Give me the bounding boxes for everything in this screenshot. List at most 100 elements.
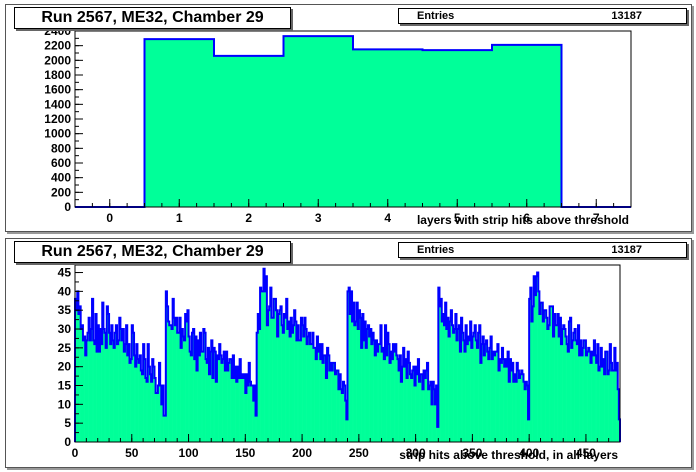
histogram-bin	[386, 355, 388, 442]
histogram-bin	[350, 291, 353, 442]
histogram-bin	[467, 336, 470, 442]
histogram-bin	[98, 351, 101, 442]
histogram-bin	[447, 317, 449, 442]
histogram-bin	[582, 347, 584, 442]
histogram-bin	[565, 336, 567, 442]
histogram-bin	[492, 44, 562, 207]
histogram-bin	[422, 389, 424, 442]
histogram-bin	[210, 351, 212, 442]
histogram-bin	[482, 336, 485, 442]
histogram-bin	[177, 332, 179, 442]
stats-box: Entries 13187	[398, 8, 687, 24]
histogram-bin	[411, 377, 413, 442]
histogram-bin	[497, 344, 499, 442]
histogram-bin	[89, 340, 92, 442]
histogram-bin	[584, 340, 587, 442]
histogram-bin	[312, 332, 314, 442]
histogram-bin	[348, 287, 351, 442]
histogram-bin	[335, 374, 337, 442]
histogram-bin	[501, 347, 504, 442]
histogram-bin	[513, 381, 515, 442]
histogram-bin	[118, 340, 120, 442]
histogram-bin	[580, 340, 582, 442]
histogram-bin	[412, 370, 414, 442]
histogram-bin	[426, 362, 429, 442]
histogram-bin	[174, 325, 177, 442]
histogram-bin	[553, 336, 555, 442]
histogram-bin	[244, 374, 246, 442]
histogram-bin	[106, 306, 109, 442]
histogram-bin	[562, 329, 564, 442]
histogram-bin	[503, 359, 505, 442]
histogram-bin	[364, 321, 366, 442]
histogram-bin	[588, 347, 590, 442]
x-tick-label: 50	[125, 446, 139, 460]
histogram-bin	[327, 347, 329, 442]
histogram-bin	[398, 370, 401, 442]
histogram-bin	[369, 336, 371, 442]
histogram-bin	[130, 359, 133, 442]
histogram-bin	[316, 336, 319, 442]
histogram-bin	[431, 404, 433, 442]
histogram-bin	[156, 393, 159, 442]
histogram-bin	[211, 340, 213, 442]
histogram-bin	[79, 306, 81, 442]
histogram-bin	[556, 325, 558, 442]
histogram-bin	[355, 321, 357, 442]
histogram-bin	[608, 370, 611, 442]
x-tick-label: 300	[406, 446, 426, 460]
histogram-bin	[151, 381, 153, 442]
histogram-bin	[190, 355, 193, 442]
histogram-bin	[583, 340, 586, 442]
histogram-bin	[296, 340, 298, 442]
histogram-bin	[363, 340, 365, 442]
histogram-bin	[417, 359, 420, 442]
histogram-bin	[555, 325, 557, 442]
histogram-bin	[136, 344, 138, 442]
histogram-bin	[587, 351, 589, 442]
histogram-bin	[283, 36, 354, 207]
histogram-bin	[380, 325, 382, 442]
histogram-bin	[294, 310, 296, 442]
histogram-bin	[317, 351, 320, 442]
histogram-bin	[470, 321, 472, 442]
histogram-bin	[223, 351, 226, 442]
histogram-bin	[290, 317, 293, 442]
histogram-bin	[457, 329, 460, 442]
x-tick-label: 150	[235, 446, 255, 460]
histogram-bin	[602, 359, 605, 442]
histogram-bin	[422, 50, 493, 207]
histogram-bin	[414, 385, 416, 442]
histogram-bin	[153, 366, 155, 442]
histogram-bin	[295, 321, 297, 442]
histogram-bin	[230, 359, 232, 442]
histogram-bin	[115, 325, 118, 442]
histogram-bin	[391, 359, 394, 442]
histogram-bin	[534, 295, 537, 442]
histogram-bin	[240, 377, 243, 442]
histogram-bin	[114, 332, 117, 442]
histogram-bin	[423, 370, 426, 442]
histogram-bin	[353, 302, 355, 442]
histogram-bin	[311, 344, 313, 442]
histogram-bin	[208, 374, 211, 442]
histogram-bin	[144, 39, 215, 207]
histogram-bin	[504, 366, 506, 442]
x-axis-label: layers with strip hits above threshold	[417, 213, 629, 227]
histogram-bin	[567, 351, 570, 442]
histogram-bin	[236, 381, 238, 442]
histogram-bin	[272, 317, 274, 442]
histogram-bin	[310, 344, 312, 442]
histogram-bin	[559, 317, 562, 442]
histogram-bin	[255, 415, 257, 442]
histogram-bin	[204, 332, 206, 442]
histogram-bin	[473, 332, 475, 442]
histogram-bin	[572, 340, 574, 442]
histogram-bin	[123, 351, 126, 442]
histogram-bin	[280, 306, 282, 442]
histogram-bin	[88, 317, 91, 442]
histogram-bin	[479, 325, 481, 442]
histogram-bin	[119, 317, 121, 442]
histogram-bin	[508, 381, 511, 442]
histogram-bin	[606, 351, 608, 442]
